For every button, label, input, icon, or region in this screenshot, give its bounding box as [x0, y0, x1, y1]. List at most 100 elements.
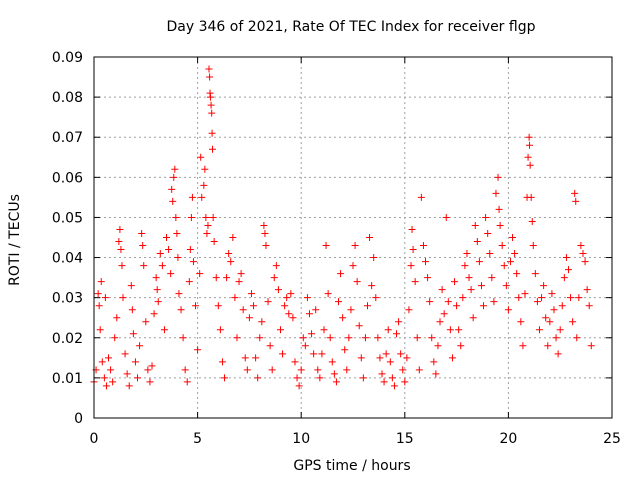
- data-point: [148, 362, 156, 370]
- data-point: [558, 302, 566, 310]
- data-point: [121, 350, 129, 358]
- data-point: [262, 242, 270, 250]
- data-point: [560, 274, 568, 282]
- data-point: [308, 330, 316, 338]
- data-point: [581, 258, 589, 266]
- data-point: [415, 366, 423, 374]
- data-point: [128, 306, 136, 314]
- data-point: [116, 225, 124, 233]
- data-point: [538, 294, 546, 302]
- data-point: [378, 370, 386, 378]
- data-point: [552, 334, 560, 342]
- data-point: [111, 334, 119, 342]
- data-point: [488, 274, 496, 282]
- data-point: [250, 302, 258, 310]
- data-point: [361, 334, 369, 342]
- data-point: [177, 306, 185, 314]
- data-point: [299, 334, 307, 342]
- data-point: [131, 358, 139, 366]
- data-point: [341, 346, 349, 354]
- data-point: [526, 161, 534, 169]
- data-point: [463, 250, 471, 258]
- data-point: [390, 382, 398, 390]
- data-point: [252, 354, 260, 362]
- data-point: [509, 234, 517, 241]
- data-point: [332, 378, 340, 386]
- data-point: [295, 382, 303, 390]
- data-point: [208, 129, 216, 137]
- data-point: [272, 262, 280, 270]
- data-point: [564, 266, 572, 274]
- data-point: [490, 298, 498, 306]
- data-point: [105, 354, 113, 362]
- x-tick-label: 15: [396, 431, 414, 447]
- data-point: [119, 294, 127, 302]
- data-point: [241, 354, 249, 362]
- data-point: [287, 290, 295, 298]
- data-point: [261, 229, 269, 237]
- data-point: [525, 133, 533, 141]
- data-point: [283, 294, 291, 302]
- data-point: [583, 286, 591, 294]
- data-point: [442, 213, 450, 221]
- data-point: [473, 238, 481, 246]
- data-point: [127, 282, 135, 290]
- data-point: [243, 366, 251, 374]
- data-point: [175, 290, 183, 298]
- data-point: [544, 342, 552, 350]
- data-point: [233, 334, 241, 342]
- data-point: [158, 262, 166, 270]
- data-point: [467, 286, 475, 294]
- data-point: [279, 350, 287, 358]
- data-point: [492, 189, 500, 197]
- data-point: [528, 217, 536, 225]
- data-point: [540, 282, 548, 290]
- data-point: [403, 354, 411, 362]
- x-tick-label: 20: [499, 431, 517, 447]
- data-point: [372, 294, 380, 302]
- data-point: [577, 242, 585, 250]
- y-tick-label: 0.09: [52, 50, 83, 66]
- data-point: [376, 354, 384, 362]
- x-tick-label: 10: [292, 431, 310, 447]
- data-point: [419, 242, 427, 250]
- data-point: [218, 358, 226, 366]
- data-point: [107, 366, 115, 374]
- data-point: [374, 334, 382, 342]
- data-point: [453, 302, 461, 310]
- data-point: [181, 366, 189, 374]
- data-point: [575, 294, 583, 302]
- data-point: [318, 350, 326, 358]
- data-point: [587, 342, 595, 350]
- data-point: [192, 302, 200, 310]
- data-point: [579, 250, 587, 258]
- data-point: [185, 278, 193, 286]
- data-point: [196, 270, 204, 278]
- data-point: [245, 314, 253, 322]
- data-point: [160, 326, 168, 334]
- data-point: [573, 334, 581, 342]
- data-point: [150, 310, 158, 318]
- data-point: [477, 282, 485, 290]
- data-point: [186, 246, 194, 254]
- data-point: [206, 73, 214, 81]
- data-point: [533, 298, 541, 306]
- data-point: [440, 310, 448, 318]
- data-point: [496, 221, 504, 229]
- data-point: [231, 294, 239, 302]
- data-point: [434, 342, 442, 350]
- data-point: [115, 238, 123, 246]
- data-point: [432, 370, 440, 378]
- data-point: [172, 213, 180, 221]
- data-point: [209, 145, 217, 153]
- data-point: [316, 374, 324, 382]
- data-point: [330, 370, 338, 378]
- data-point: [256, 334, 264, 342]
- data-point: [183, 378, 191, 386]
- data-point: [171, 165, 179, 173]
- data-point: [426, 298, 434, 306]
- data-point: [216, 326, 224, 334]
- data-point: [225, 250, 233, 258]
- data-point: [484, 229, 492, 237]
